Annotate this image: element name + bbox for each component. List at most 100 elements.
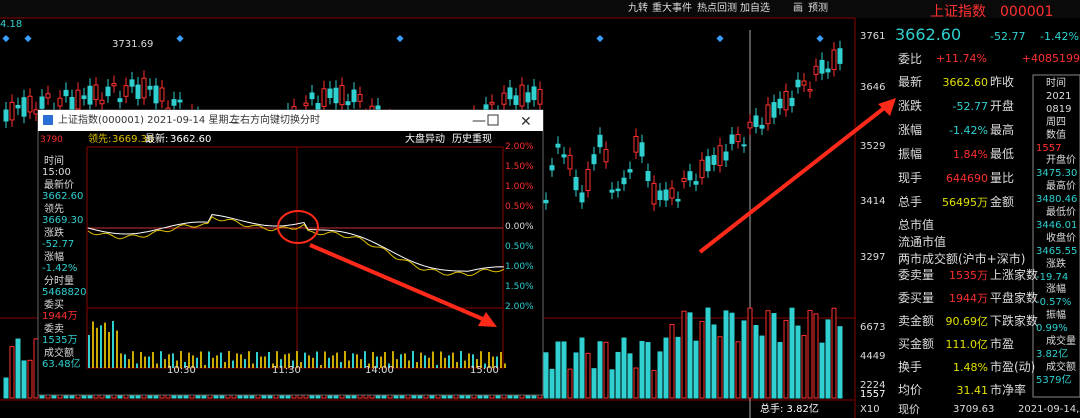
volume-bar xyxy=(396,359,398,368)
volume-bar xyxy=(400,354,402,368)
candle xyxy=(807,88,813,92)
toolbar-button[interactable]: 画 xyxy=(793,3,803,14)
candle xyxy=(309,92,315,100)
volume-bar xyxy=(164,359,166,368)
info-value: 63.48亿 xyxy=(42,359,81,370)
label: 最新: xyxy=(145,134,169,145)
volume-bar xyxy=(324,351,326,368)
volume-axis-label: 4449 xyxy=(860,351,886,362)
label: 量比 xyxy=(990,171,1015,185)
label: 4.18 xyxy=(0,19,23,30)
percent-label: 2.00% xyxy=(505,302,534,312)
value: 1944万 xyxy=(949,292,988,305)
volume-bar xyxy=(408,360,410,368)
toolbar-button[interactable]: 预测 xyxy=(808,3,828,14)
volume-bar xyxy=(88,335,90,368)
tooltip-value: 3446.01 xyxy=(1036,219,1078,231)
volume-bar xyxy=(669,323,675,399)
volume-bar xyxy=(292,360,294,368)
label: 开盘 xyxy=(990,99,1015,113)
volume-bar xyxy=(200,351,202,368)
candle xyxy=(147,85,153,90)
volume-bar xyxy=(176,360,178,368)
toolbar-button[interactable]: 热点回测 xyxy=(697,3,737,14)
candle xyxy=(135,84,141,99)
volume-bar xyxy=(807,309,813,399)
volume-bar xyxy=(348,360,350,368)
volume-bar xyxy=(436,364,438,368)
volume-bar xyxy=(609,369,615,399)
info-label: 时间 xyxy=(44,156,64,167)
label: 涨跌 xyxy=(898,99,923,113)
volume-bar xyxy=(488,351,490,368)
tooltip-label: 涨幅 xyxy=(1046,284,1066,296)
toolbar-button[interactable]: 加自选 xyxy=(740,3,770,14)
candle xyxy=(117,98,123,103)
volume-bar xyxy=(412,351,414,368)
value: 31.41 xyxy=(956,384,989,397)
candle xyxy=(627,169,633,173)
volume-bar xyxy=(15,338,21,399)
close[interactable]: ✕ xyxy=(520,114,532,130)
info-label: 涨跌 xyxy=(44,228,64,239)
toolbar-button[interactable]: 九转 xyxy=(628,3,648,14)
volume-bar xyxy=(735,341,741,399)
volume-axis-label: 1557 xyxy=(860,389,886,400)
volume-bar xyxy=(236,353,238,368)
percent-label: 2.00% xyxy=(505,142,534,152)
volume-bar xyxy=(96,327,98,368)
candle xyxy=(519,84,525,107)
tooltip-value: -0.57% xyxy=(1036,297,1072,309)
tooltip-value: 0819 xyxy=(1046,103,1072,115)
volume-bar xyxy=(639,340,645,399)
volume-bar xyxy=(224,361,226,368)
value: +4085199 xyxy=(1021,52,1080,65)
minimize[interactable]: — xyxy=(472,113,486,129)
volume-bar xyxy=(555,341,561,399)
arrow xyxy=(698,103,890,254)
candle xyxy=(753,115,759,127)
volume-bar xyxy=(232,360,234,368)
info-value: 1535万 xyxy=(42,335,78,346)
volume-bar xyxy=(308,355,310,368)
percent-label: 1.00% xyxy=(505,262,534,272)
time-label: 11:30 xyxy=(272,365,301,376)
price-axis-label: 3529 xyxy=(860,141,886,152)
candle xyxy=(765,104,771,125)
maximize[interactable] xyxy=(487,114,499,126)
info-value: 3662.60 xyxy=(42,191,84,202)
percent-label: 1.50% xyxy=(505,162,534,172)
circle xyxy=(277,210,319,244)
volume-bar xyxy=(615,351,621,399)
volume-bar xyxy=(663,337,669,399)
volume-bar xyxy=(633,367,639,399)
toolbar-button[interactable]: 重大事件 xyxy=(652,3,692,14)
volume-bar xyxy=(212,357,214,368)
candle xyxy=(321,88,327,107)
candle xyxy=(525,92,531,103)
volume-bar xyxy=(801,334,807,399)
volume-bar xyxy=(92,321,94,368)
info-value: 15:00 xyxy=(42,167,71,178)
candle xyxy=(741,144,747,147)
intraday xyxy=(87,214,506,368)
volume-bar xyxy=(148,356,150,368)
button[interactable]: 历史重现 xyxy=(452,134,492,145)
marker xyxy=(596,35,604,43)
volume-bar xyxy=(693,340,699,399)
tooltip-label: 开盘价 xyxy=(1046,155,1076,167)
name: 上证指数 xyxy=(930,4,986,20)
volume-bar xyxy=(352,353,354,368)
candle xyxy=(507,87,513,100)
volume-bar xyxy=(392,351,394,368)
volume-bar xyxy=(300,362,302,368)
volume-bar xyxy=(771,313,777,399)
button[interactable]: 大盘异动 xyxy=(405,134,445,145)
candle xyxy=(99,99,105,105)
candle xyxy=(315,103,321,111)
candle xyxy=(501,92,507,105)
percent-label: 0.50% xyxy=(505,242,534,252)
volume-bar xyxy=(268,352,270,368)
volume-bar xyxy=(468,353,470,368)
candle xyxy=(609,189,615,193)
